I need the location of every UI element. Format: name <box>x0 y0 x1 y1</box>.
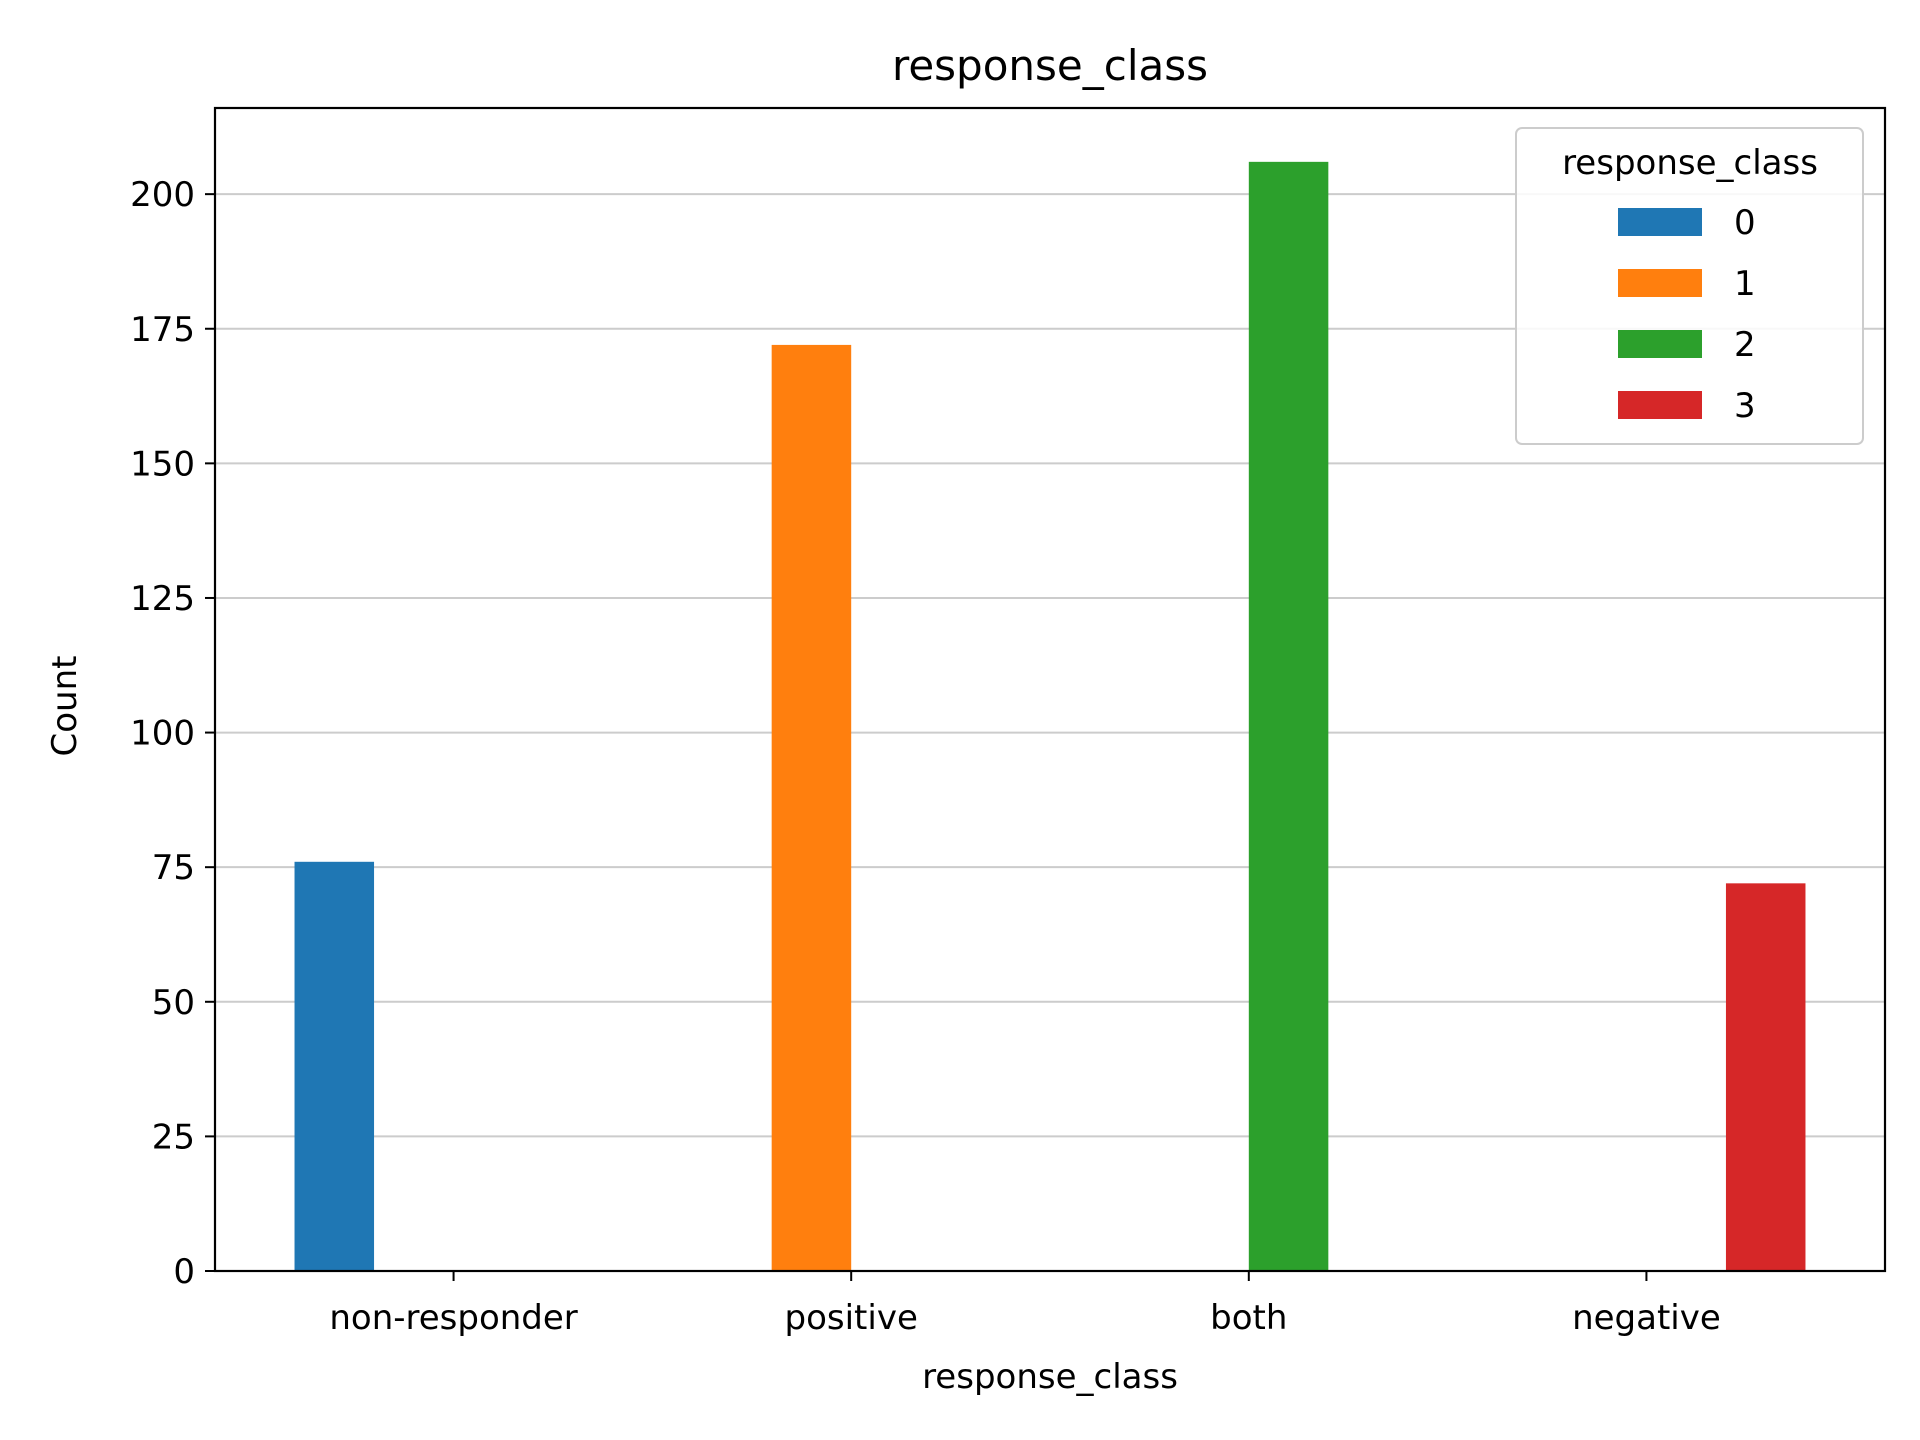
x-tick-label: positive <box>785 1298 918 1338</box>
legend: response_class 0 1 2 3 <box>1515 127 1864 445</box>
y-tick-label: 100 <box>130 714 195 754</box>
bar-non-responder-series-0 <box>294 861 375 1271</box>
bar-negative-series-3 <box>1725 883 1806 1271</box>
grid-lines <box>215 193 1885 1272</box>
legend-entries: 0 1 2 3 <box>1618 203 1756 426</box>
y-ticks: 0 25 50 75 100 125 150 175 200 <box>130 175 215 1292</box>
bars <box>294 161 1806 1272</box>
legend-title: response_class <box>1562 143 1818 183</box>
x-tick-label: non-responder <box>329 1298 577 1338</box>
x-tick-label: negative <box>1572 1298 1721 1338</box>
x-axis-label: response_class <box>922 1357 1178 1397</box>
legend-label: 1 <box>1734 264 1756 304</box>
bar-positive-series-1 <box>771 344 852 1271</box>
y-tick-label: 75 <box>152 848 195 888</box>
chart-title: response_class <box>892 41 1208 90</box>
legend-swatch <box>1618 391 1702 419</box>
legend-swatch <box>1618 330 1702 358</box>
legend-swatch <box>1618 208 1702 236</box>
legend-swatch <box>1618 269 1702 297</box>
y-tick-label: 200 <box>130 175 195 215</box>
legend-label: 0 <box>1734 203 1756 243</box>
y-tick-label: 175 <box>130 310 195 350</box>
axes <box>213 106 1887 1273</box>
y-tick-label: 50 <box>152 983 195 1023</box>
plot-frame <box>213 106 1887 1273</box>
x-ticks: non-responder positive both negative <box>329 1271 1721 1338</box>
legend-label: 2 <box>1734 325 1756 365</box>
y-tick-label: 25 <box>152 1117 195 1157</box>
legend-label: 3 <box>1734 386 1756 426</box>
y-tick-label: 0 <box>173 1252 195 1292</box>
y-tick-label: 125 <box>130 579 195 619</box>
y-tick-label: 150 <box>130 444 195 484</box>
x-tick-label: both <box>1210 1298 1287 1338</box>
y-axis-label: Count <box>45 656 85 757</box>
bar-both-series-2 <box>1248 161 1329 1272</box>
